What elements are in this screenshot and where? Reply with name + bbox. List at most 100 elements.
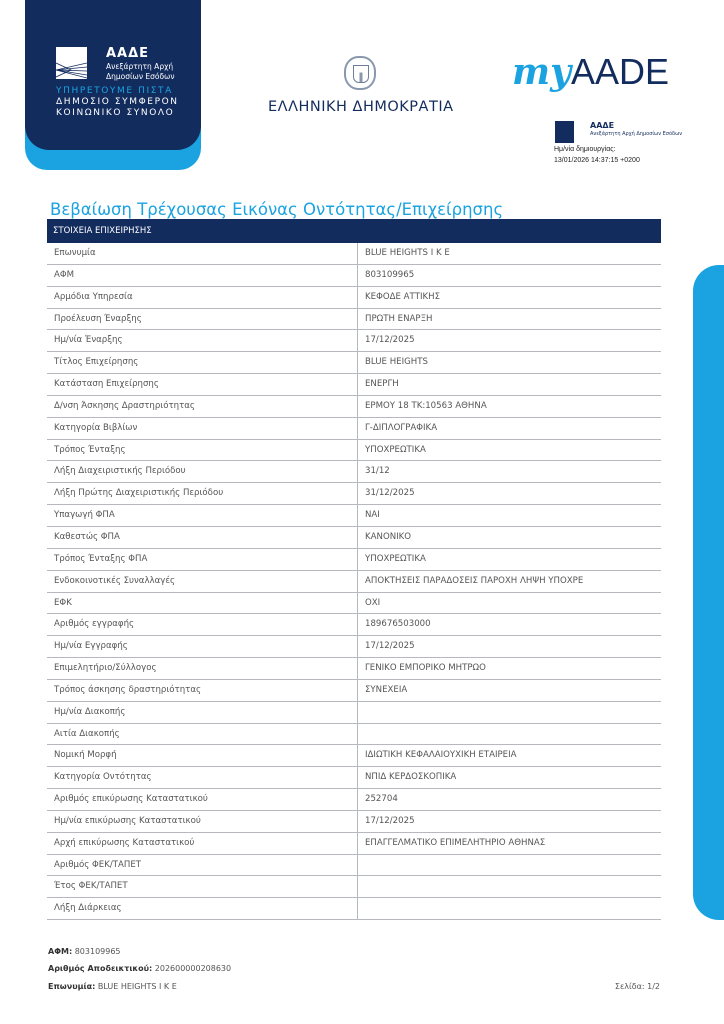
myaade-logo-aade: AADE — [571, 51, 670, 92]
footer-afm: ΑΦΜ: 803109965 — [48, 947, 121, 956]
row-value: ΙΔΙΩΤΙΚΗ ΚΕΦΑΛΑΙΟΥΧΙΚΗ ΕΤΑΙΡΕΙΑ — [365, 750, 517, 761]
table-row: Λήξη Διάρκειας — [47, 898, 661, 921]
table-row: Λήξη Πρώτης Διαχειριστικής Περιόδου 31/12… — [47, 483, 661, 506]
row-value: Γ-ΔΙΠΛΟΓΡΑΦΙΚΑ — [365, 422, 438, 433]
row-label: Καθεστώς ΦΠΑ — [47, 526, 358, 548]
row-label: Τρόπος Ένταξης ΦΠΑ — [47, 548, 358, 570]
row-value: ΝΠΙΔ ΚΕΡΔΟΣΚΟΠΙΚΑ — [365, 772, 457, 783]
table-row: Ημ/νία Έναρξης 17/12/2025 — [47, 330, 661, 353]
row-value: 31/12/2025 — [365, 488, 415, 499]
row-value: 31/12 — [365, 466, 390, 477]
section-header: ΣΤΟΙΧΕΙΑ ΕΠΙΧΕΙΡΗΣΗΣ — [47, 219, 661, 243]
table-row: Αριθμός ΦΕΚ/ΤΑΠΕΤ — [47, 854, 661, 877]
row-label: Κατηγορία Βιβλίων — [47, 417, 358, 439]
document-title: Βεβαίωση Τρέχουσας Εικόνας Οντότητας/Επι… — [50, 200, 504, 219]
table-row: Ημ/νία Διακοπής — [47, 701, 661, 724]
row-value: 803109965 — [365, 269, 415, 280]
row-value: 17/12/2025 — [365, 335, 415, 346]
row-value: ΣΥΝΕΧΕΙΑ — [365, 684, 408, 695]
row-value: ΑΠΟΚΤΗΣΕΙΣ ΠΑΡΑΔΟΣΕΙΣ ΠΑΡΟΧΗ ΛΗΨΗ ΥΠΟΧΡΕ — [365, 575, 584, 586]
created-date-label: Ημ/νία δημιουργίας: — [554, 146, 616, 153]
table-row: Καθεστώς ΦΠΑ ΚΑΝΟΝΙΚΟ — [47, 526, 661, 549]
row-label: Τρόπος Ένταξης — [47, 439, 358, 461]
row-value — [358, 898, 661, 919]
aade-small-name: ΑΑΔΕ — [590, 121, 615, 130]
row-label: Επωνυμία — [47, 243, 358, 264]
footer-receipt: Αριθμός Αποδεικτικού: 202600000208630 — [48, 964, 231, 973]
row-label: ΑΦΜ — [47, 264, 358, 286]
table-row: ΕΦΚ ΟΧΙ — [47, 592, 661, 615]
row-label: Ημ/νία επικύρωσης Καταστατικού — [47, 810, 358, 832]
row-value: ΟΧΙ — [365, 597, 381, 608]
row-label: Λήξη Διαχειριστικής Περιόδου — [47, 461, 358, 483]
row-value — [358, 724, 661, 745]
row-label: Λήξη Πρώτης Διαχειριστικής Περιόδου — [47, 483, 358, 505]
row-label: Επιμελητήριο/Σύλλογος — [47, 658, 358, 679]
row-label: Υπαγωγή ΦΠΑ — [47, 505, 358, 526]
footer-receipt-label: Αριθμός Αποδεικτικού: — [48, 964, 153, 973]
footer-afm-label: ΑΦΜ: — [48, 947, 73, 956]
row-label: Ενδοκοινοτικές Συναλλαγές — [47, 570, 358, 592]
table-row: Νομική Μορφή ΙΔΙΩΤΙΚΗ ΚΕΦΑΛΑΙΟΥΧΙΚΗ ΕΤΑΙΡ… — [47, 745, 661, 768]
row-value — [358, 876, 661, 897]
footer-name-value: BLUE HEIGHTS I K E — [97, 982, 177, 991]
aade-emblem-icon — [56, 47, 87, 79]
created-date-value: 13/01/2026 14:37:15 +0200 — [554, 157, 640, 164]
row-label: Κατηγορία Οντότητας — [47, 767, 358, 789]
table-row: Έτος ΦΕΚ/ΤΑΠΕΤ — [47, 876, 661, 899]
row-label: Ημ/νία Διακοπής — [47, 701, 358, 723]
row-label: ΕΦΚ — [47, 592, 358, 614]
aade-logo-navy — [25, 0, 201, 150]
table-row: ΑΦΜ 803109965 — [47, 264, 661, 287]
greek-coat-of-arms-icon — [344, 56, 376, 90]
row-value: 189676503000 — [365, 619, 431, 630]
motto-line: ΥΠΗΡΕΤΟΥΜΕ ΠΙΣΤΑ — [56, 86, 173, 96]
row-value: ΥΠΟΧΡΕΩΤΙΚΑ — [365, 553, 426, 564]
hellenic-republic-label: ΕΛΛΗΝΙΚΗ ΔΗΜΟΚΡΑΤΙΑ — [268, 99, 454, 115]
row-value: 17/12/2025 — [365, 641, 415, 652]
footer-afm-value: 803109965 — [74, 947, 121, 956]
row-value — [358, 855, 661, 876]
table-row: Τρόπος Ένταξης ΦΠΑ ΥΠΟΧΡΕΩΤΙΚΑ — [47, 548, 661, 571]
myaade-logo: myAADE — [512, 50, 669, 95]
table-row: Αρχή επικύρωσης Καταστατικού ΕΠΑΓΓΕΛΜΑΤΙΚ… — [47, 832, 661, 855]
aade-small-subtitle: Ανεξάρτητη Αρχή Δημοσίων Εσόδων — [590, 131, 683, 137]
row-label: Προέλευση Έναρξης — [47, 308, 358, 330]
table-row: Κατηγορία Βιβλίων Γ-ΔΙΠΛΟΓΡΑΦΙΚΑ — [47, 417, 661, 440]
row-label: Νομική Μορφή — [47, 745, 358, 767]
motto-line: ΔΗΜΟΣΙΟ ΣΥΜΦΕΡΟΝ — [56, 97, 179, 107]
table-row: Επωνυμία BLUE HEIGHTS I K E — [47, 243, 661, 265]
table-row: Τρόπος άσκησης δραστηριότητας ΣΥΝΕΧΕΙΑ — [47, 679, 661, 702]
row-value: ΝΑΙ — [365, 510, 380, 521]
table-row: Αριθμός επικύρωσης Καταστατικού 252704 — [47, 789, 661, 811]
table-row: Ημ/νία Εγγραφής 17/12/2025 — [47, 636, 661, 659]
table-row: Προέλευση Έναρξης ΠΡΩΤΗ ΕΝΑΡΞΗ — [47, 308, 661, 331]
row-label: Αρμόδια Υπηρεσία — [47, 286, 358, 308]
row-label: Ημ/νία Έναρξης — [47, 330, 358, 352]
myaade-logo-my: my — [512, 51, 572, 93]
row-value: ΓΕΝΙΚΟ ΕΜΠΟΡΙΚΟ ΜΗΤΡΩΟ — [365, 663, 486, 674]
table-row: Αριθμός εγγραφής 189676503000 — [47, 614, 661, 637]
row-value: ΥΠΟΧΡΕΩΤΙΚΑ — [365, 444, 426, 455]
footer-receipt-value: 202600000208630 — [154, 964, 232, 973]
table-row: Υπαγωγή ΦΠΑ ΝΑΙ — [47, 505, 661, 527]
row-value — [358, 702, 661, 723]
motto-line: ΚΟΙΝΩΝΙΚΟ ΣΥΝΟΛΟ — [56, 108, 175, 118]
table-row: Κατάσταση Επιχείρησης ΕΝΕΡΓΗ — [47, 374, 661, 396]
row-label: Αριθμός εγγραφής — [47, 614, 358, 636]
row-label: Κατάσταση Επιχείρησης — [47, 374, 358, 395]
row-value: ΠΡΩΤΗ ΕΝΑΡΞΗ — [365, 313, 433, 324]
row-value: BLUE HEIGHTS — [365, 357, 428, 368]
table-row: Κατηγορία Οντότητας ΝΠΙΔ ΚΕΡΔΟΣΚΟΠΙΚΑ — [47, 767, 661, 790]
table-row: Τίτλος Επιχείρησης BLUE HEIGHTS — [47, 352, 661, 375]
table-row: Τρόπος Ένταξης ΥΠΟΧΡΕΩΤΙΚΑ — [47, 439, 661, 462]
aade-small-emblem-icon — [555, 121, 574, 143]
table-row: Ημ/νία επικύρωσης Καταστατικού 17/12/2025 — [47, 810, 661, 833]
table-row: Ενδοκοινοτικές Συναλλαγές ΑΠΟΚΤΗΣΕΙΣ ΠΑΡΑ… — [47, 570, 661, 593]
row-value: ΕΠΑΓΓΕΛΜΑΤΙΚΟ ΕΠΙΜΕΛΗΤΗΡΙΟ ΑΘΗΝΑΣ — [365, 837, 546, 848]
page-number: Σελίδα: 1/2 — [614, 982, 660, 991]
row-value: ΕΡΜΟΥ 18 ΤΚ:10563 ΑΘΗΝΑ — [365, 400, 487, 411]
aade-logo-subtitle: Ανεξάρτητη Αρχή Δημοσίων Εσόδων — [106, 62, 175, 81]
business-details-table: ΣΤΟΙΧΕΙΑ ΕΠΙΧΕΙΡΗΣΗΣ Επωνυμία BLUE HEIGHT… — [47, 219, 661, 921]
row-value: ΕΝΕΡΓΗ — [365, 379, 399, 390]
